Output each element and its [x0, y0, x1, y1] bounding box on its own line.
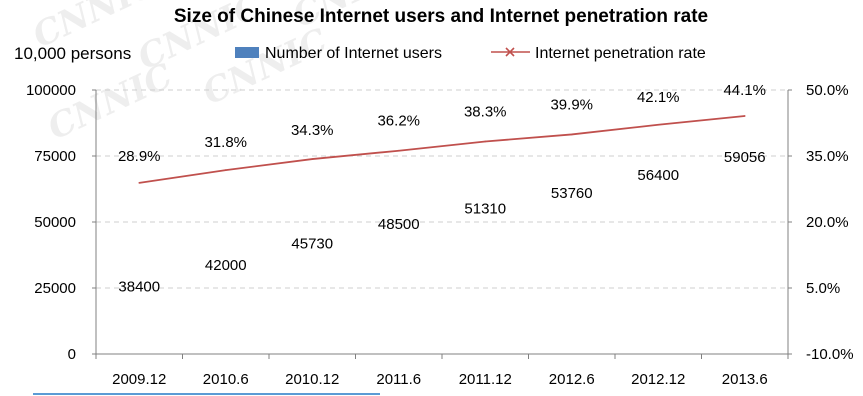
y-right-axis: -10.0% 5.0% 20.0% 35.0% 50.0% [787, 82, 854, 363]
x-tick-label: 2011.6 [376, 371, 421, 388]
bar-users [462, 219, 508, 354]
y-left-tick-label: 75000 [34, 148, 76, 165]
data-label-users: 51310 [464, 201, 506, 218]
y-left-tick-label: 25000 [34, 280, 76, 297]
bar-users [549, 212, 595, 354]
data-label-users: 56400 [637, 167, 679, 184]
y-left-axis: 0 25000 50000 75000 100000 [26, 82, 97, 363]
y-right-tick-label: 50.0% [806, 82, 849, 99]
y-right-tick-label: 20.0% [806, 214, 849, 231]
line-series [138, 115, 746, 184]
bar-users [116, 253, 162, 354]
line-penetration [139, 115, 745, 184]
chart-title: Size of Chinese Internet users and Inter… [174, 6, 708, 27]
data-label-penetration: 31.8% [204, 134, 247, 151]
point-penetration [138, 182, 141, 184]
gridlines [96, 89, 788, 289]
data-label-users: 38400 [118, 279, 160, 296]
data-label-penetration: 34.3% [291, 122, 334, 139]
legend-label-users: Number of Internet users [265, 45, 442, 62]
data-label-penetration: 38.3% [464, 103, 507, 120]
data-label-users: 45730 [291, 235, 333, 252]
data-label-penetration: 44.1% [723, 82, 766, 99]
bar-users [635, 205, 681, 354]
data-label-penetration: 39.9% [550, 96, 593, 113]
x-axis: 2009.12 2010.6 2010.12 2011.6 2011.12 2012.6 2… [95, 353, 789, 388]
y-left-tick-label: 100000 [26, 82, 76, 99]
data-label-users: 48500 [378, 216, 420, 233]
data-label-penetration: 36.2% [377, 113, 420, 130]
data-label-penetration: 42.1% [637, 89, 680, 106]
x-tick-label: 2012.12 [631, 371, 685, 388]
data-labels: 28.9% 31.8% 34.3% 36.2% 38.3% 39.9% 42.1% 44.1%… [118, 82, 766, 296]
point-penetration [570, 133, 573, 136]
x-tick-label: 2009.12 [112, 371, 166, 388]
x-tick-label: 2010.12 [285, 371, 339, 388]
point-penetration [224, 169, 227, 171]
y-left-tick-label: 0 [68, 346, 76, 363]
bar-users [376, 226, 422, 354]
bar-series [116, 198, 768, 354]
y-right-tick-label: 5.0% [806, 280, 840, 297]
x-tick-label: 2010.6 [203, 371, 249, 388]
legend-label-penetration: Internet penetration rate [535, 45, 706, 62]
data-label-users: 42000 [205, 257, 247, 274]
watermark-text: CNNIC [42, 56, 179, 148]
legend-marker-penetration [505, 47, 515, 57]
data-label-penetration: 28.9% [118, 148, 161, 165]
point-penetration [397, 149, 400, 152]
point-penetration [484, 140, 487, 143]
bar-users [722, 198, 768, 354]
data-label-users: 53760 [551, 185, 593, 202]
data-label-users: 59056 [724, 149, 766, 166]
x-tick-label: 2012.6 [549, 371, 595, 388]
legend: Number of Internet users Internet penetr… [235, 45, 706, 62]
y-right-tick-label: 35.0% [806, 148, 849, 165]
legend-swatch-users [235, 47, 259, 58]
x-tick-label: 2013.6 [722, 371, 768, 388]
point-penetration [657, 123, 660, 126]
point-penetration [743, 115, 746, 117]
y-right-tick-label: -10.0% [806, 346, 854, 363]
y-left-tick-label: 50000 [34, 214, 76, 231]
point-penetration [311, 158, 314, 160]
x-tick-label: 2011.12 [459, 371, 512, 388]
y-left-unit-label: 10,000 persons [14, 44, 131, 63]
